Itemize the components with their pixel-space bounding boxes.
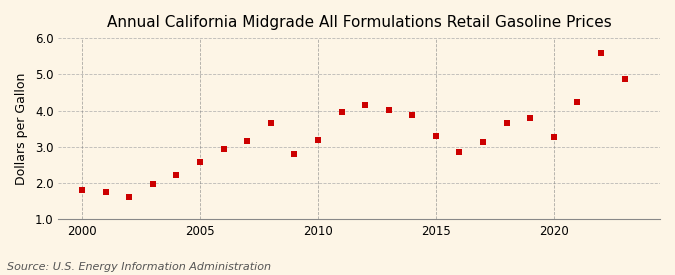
Point bbox=[242, 139, 252, 143]
Point bbox=[313, 138, 323, 142]
Point bbox=[431, 134, 441, 138]
Point bbox=[77, 188, 88, 192]
Point bbox=[454, 150, 465, 154]
Point bbox=[218, 147, 229, 152]
Point bbox=[360, 103, 371, 108]
Y-axis label: Dollars per Gallon: Dollars per Gallon bbox=[15, 73, 28, 185]
Point bbox=[336, 110, 347, 115]
Point bbox=[407, 113, 418, 117]
Point bbox=[100, 189, 111, 194]
Point bbox=[124, 194, 134, 199]
Point bbox=[595, 50, 606, 55]
Point bbox=[525, 116, 536, 120]
Point bbox=[572, 100, 583, 104]
Point bbox=[478, 140, 489, 144]
Point bbox=[619, 77, 630, 81]
Point bbox=[265, 121, 276, 126]
Point bbox=[194, 160, 205, 164]
Text: Source: U.S. Energy Information Administration: Source: U.S. Energy Information Administ… bbox=[7, 262, 271, 272]
Title: Annual California Midgrade All Formulations Retail Gasoline Prices: Annual California Midgrade All Formulati… bbox=[107, 15, 612, 30]
Point bbox=[502, 120, 512, 125]
Point bbox=[549, 135, 560, 139]
Point bbox=[171, 173, 182, 177]
Point bbox=[147, 182, 158, 186]
Point bbox=[383, 108, 394, 112]
Point bbox=[289, 152, 300, 156]
